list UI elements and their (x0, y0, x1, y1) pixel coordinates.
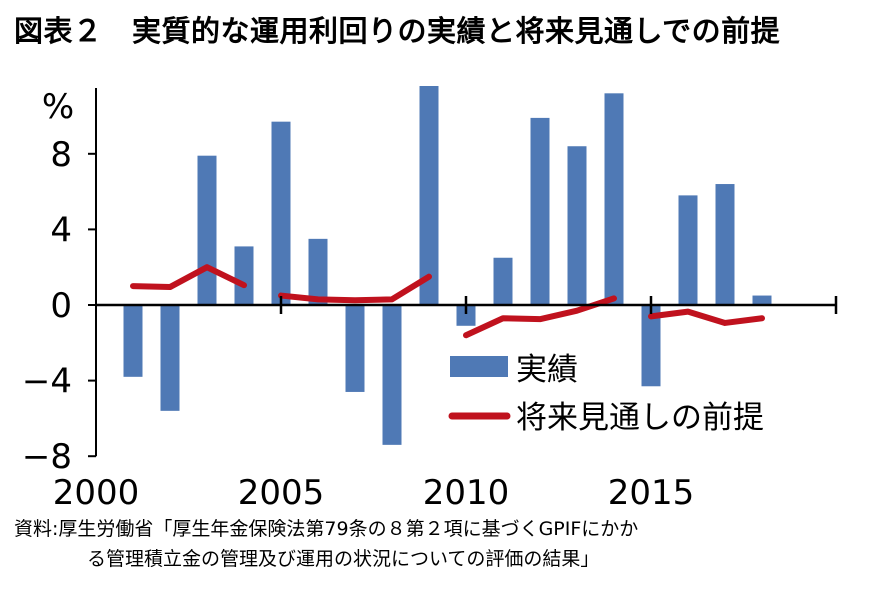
y-tick-label-3: −4 (22, 362, 72, 402)
bar-2005 (271, 121, 291, 305)
source-line-1: 資料:厚生労働省「厚生年金保険法第79条の８第２項に基づくGPIFにかか (14, 518, 639, 540)
chart-title: 図表２ 実質的な運用利回りの実績と将来見通しでの前提 (14, 14, 781, 48)
source-line-2: る管理積立金の管理及び運用の状況についての評価の結果」 (87, 548, 600, 570)
y-axis-label: % (42, 87, 74, 127)
legend-label-bar: 実績 (516, 352, 578, 388)
x-tick-label-2005: 2005 (238, 473, 325, 513)
y-tick-label-1: 4 (50, 210, 72, 250)
line-segment-3 (463, 295, 617, 339)
axes (88, 88, 838, 458)
bar-2017 (715, 184, 735, 305)
x-tick-label-2010: 2010 (423, 473, 510, 513)
bar-2012 (530, 117, 550, 305)
bar-2006 (308, 238, 328, 305)
line-segment-2 (278, 273, 432, 304)
bar-2010 (456, 305, 476, 326)
bar-series (123, 86, 772, 445)
bar-2008 (382, 305, 402, 445)
bar-2002 (160, 305, 180, 411)
bar-2015 (641, 305, 661, 387)
source-note: 資料:厚生労働省「厚生年金保険法第79条の８第２項に基づくGPIFにかか る管理… (14, 514, 638, 574)
bar-2013 (567, 146, 587, 305)
bar-2016 (678, 195, 698, 305)
bar-2004 (234, 246, 254, 305)
bar-2018 (752, 295, 772, 305)
line-segment-1 (130, 264, 247, 291)
bar-2014 (604, 93, 624, 305)
y-tick-label-4: −8 (22, 437, 72, 477)
x-tick-label-2015: 2015 (608, 473, 695, 513)
x-tick-label-2000: 2000 (53, 473, 140, 513)
line-segment-4 (648, 308, 765, 326)
bar-2007 (345, 305, 365, 392)
line-series (130, 264, 765, 339)
y-tick-label-0: 8 (50, 135, 72, 175)
y-tick-label-2: 0 (50, 286, 72, 326)
bar-2011 (493, 257, 513, 305)
bar-2001 (123, 305, 143, 377)
legend-swatch-bar (450, 356, 508, 377)
bar-2003 (197, 155, 217, 305)
bar-2009 (419, 86, 439, 305)
legend-label-line: 将来見通しの前提 (516, 400, 764, 436)
